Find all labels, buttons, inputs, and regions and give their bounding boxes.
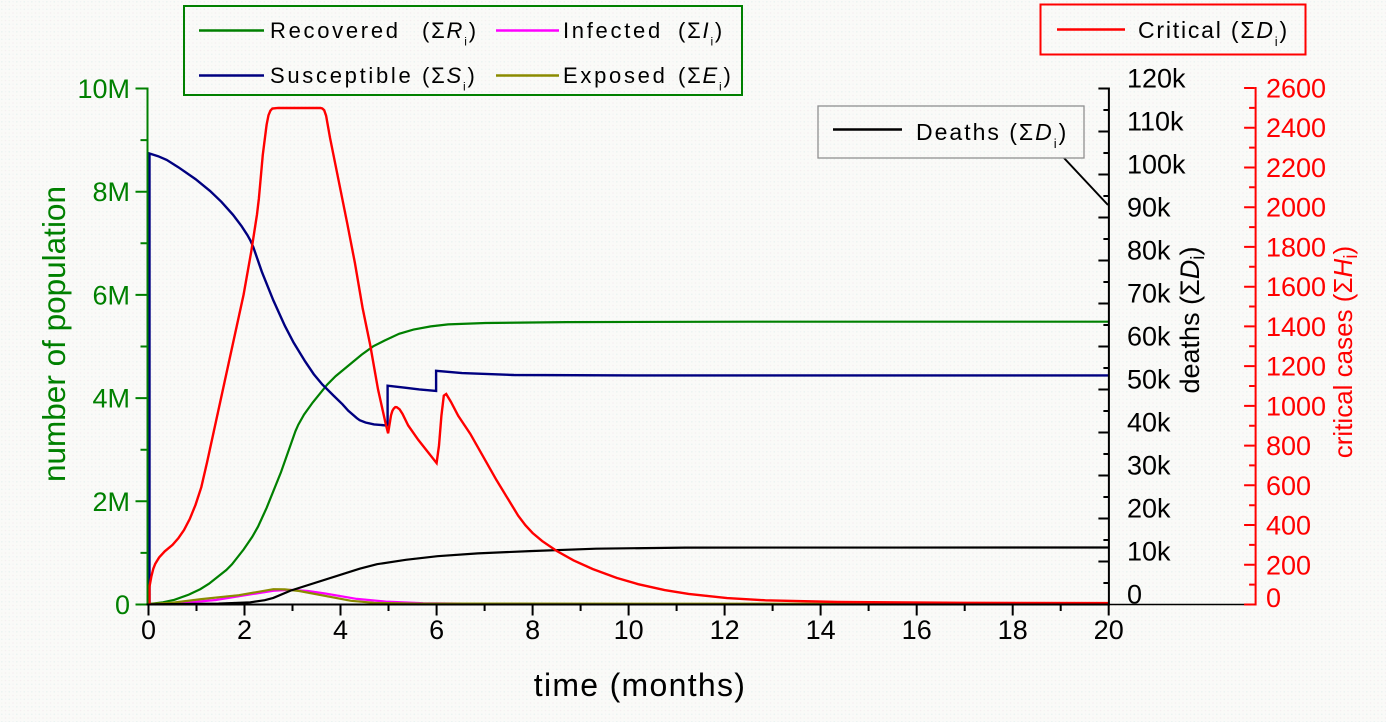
svg-text:time (months): time (months) bbox=[534, 667, 747, 703]
svg-text:60k: 60k bbox=[1127, 322, 1171, 352]
svg-text:30k: 30k bbox=[1127, 451, 1171, 481]
svg-text:number of population: number of population bbox=[36, 186, 72, 482]
svg-text:10: 10 bbox=[614, 615, 644, 645]
svg-text:600: 600 bbox=[1266, 471, 1311, 501]
svg-text:Recovered: Recovered bbox=[270, 18, 401, 43]
svg-text:10k: 10k bbox=[1127, 537, 1171, 567]
svg-text:80k: 80k bbox=[1127, 236, 1171, 266]
svg-text:2M: 2M bbox=[92, 487, 130, 517]
svg-text:8M: 8M bbox=[92, 177, 130, 207]
svg-text:2600: 2600 bbox=[1266, 74, 1326, 104]
svg-text:1600: 1600 bbox=[1266, 272, 1326, 302]
svg-text:2: 2 bbox=[237, 615, 252, 645]
svg-text:0: 0 bbox=[1266, 583, 1281, 613]
svg-text:6: 6 bbox=[429, 615, 444, 645]
svg-text:6M: 6M bbox=[92, 280, 130, 310]
svg-text:16: 16 bbox=[902, 615, 932, 645]
svg-text:2400: 2400 bbox=[1266, 113, 1326, 143]
svg-text:0: 0 bbox=[141, 615, 156, 645]
svg-text:400: 400 bbox=[1266, 511, 1311, 541]
svg-text:200: 200 bbox=[1266, 550, 1311, 580]
svg-text:Susceptible: Susceptible bbox=[270, 63, 413, 88]
svg-text:Infected: Infected bbox=[563, 18, 663, 43]
svg-text:14: 14 bbox=[806, 615, 836, 645]
svg-text:1400: 1400 bbox=[1266, 312, 1326, 342]
svg-text:110k: 110k bbox=[1127, 107, 1184, 137]
svg-text:20: 20 bbox=[1094, 615, 1124, 645]
svg-text:deaths (ΣDi): deaths (ΣDi) bbox=[1175, 247, 1209, 394]
svg-text:Exposed: Exposed bbox=[563, 63, 668, 88]
svg-text:50k: 50k bbox=[1127, 365, 1171, 395]
svg-text:2200: 2200 bbox=[1266, 153, 1326, 183]
svg-text:90k: 90k bbox=[1127, 193, 1171, 223]
svg-text:12: 12 bbox=[710, 615, 740, 645]
svg-text:20k: 20k bbox=[1127, 494, 1171, 524]
svg-text:0: 0 bbox=[115, 590, 130, 620]
svg-text:2000: 2000 bbox=[1266, 193, 1326, 223]
svg-text:800: 800 bbox=[1266, 431, 1311, 461]
svg-text:120k: 120k bbox=[1127, 64, 1186, 94]
svg-text:0: 0 bbox=[1127, 580, 1142, 610]
svg-text:4: 4 bbox=[333, 615, 348, 645]
svg-text:1200: 1200 bbox=[1266, 352, 1326, 382]
svg-text:4M: 4M bbox=[92, 384, 130, 414]
svg-text:1800: 1800 bbox=[1266, 232, 1326, 262]
svg-text:100k: 100k bbox=[1127, 150, 1186, 180]
svg-text:18: 18 bbox=[998, 615, 1028, 645]
svg-text:10M: 10M bbox=[77, 74, 130, 104]
svg-text:8: 8 bbox=[525, 615, 540, 645]
svg-text:critical cases (ΣHi): critical cases (ΣHi) bbox=[1328, 246, 1362, 458]
svg-text:1000: 1000 bbox=[1266, 391, 1326, 421]
svg-text:40k: 40k bbox=[1127, 408, 1171, 438]
svg-text:70k: 70k bbox=[1127, 279, 1171, 309]
